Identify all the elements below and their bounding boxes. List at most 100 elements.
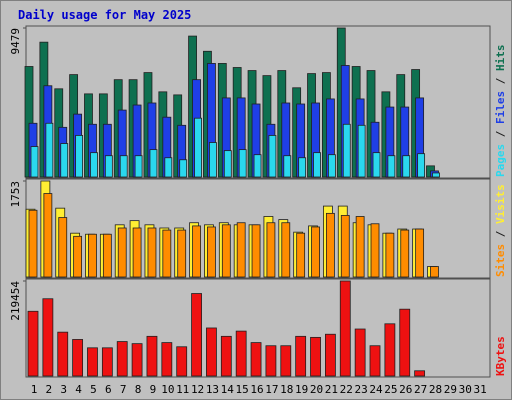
x-tick-label: 15 [236,383,249,396]
legend-entry: Visits [494,184,507,224]
x-tick-label: 29 [444,383,457,396]
bar [387,155,396,178]
bar [235,330,247,377]
x-tick-label: 30 [459,383,472,396]
x-tick-label: 16 [250,383,263,396]
bar [399,308,411,377]
bar [132,227,142,278]
bar [117,227,127,278]
bar [60,143,69,178]
bar [268,135,277,178]
x-tick-label: 4 [75,383,82,396]
bar [27,310,39,377]
x-tick-label: 1 [31,383,38,396]
bar [146,335,158,377]
bar [281,222,291,278]
bar [311,226,320,278]
bar [191,293,202,377]
bar [75,135,84,178]
bar [324,333,336,377]
bar [43,193,53,278]
x-tick-label: 10 [161,383,174,396]
bar [147,227,157,278]
x-tick-label: 27 [414,383,427,396]
bar [209,142,217,178]
bar [370,223,380,278]
bar [283,155,292,178]
legend-entry: Files [494,91,507,124]
x-tick-label: 31 [473,383,486,396]
bar [296,232,306,278]
bar [369,345,381,377]
bar [325,212,335,278]
x-tick-label: 18 [280,383,293,396]
bar [280,345,292,377]
chart-title: Daily usage for May 2025 [18,8,191,22]
bar [400,229,410,278]
bar [45,122,54,178]
legend-separator: / [494,124,507,144]
x-tick-label: 24 [369,383,383,396]
bar [104,155,113,178]
bar [192,225,201,278]
bar [179,159,188,178]
bar [57,331,69,377]
x-tick-label: 6 [105,383,112,396]
x-tick-label: 14 [221,383,235,396]
bar [221,224,231,278]
bar [298,157,307,178]
bar [149,149,158,178]
x-tick-label: 8 [135,383,142,396]
bar [206,327,217,377]
y-tick-label: 219454 [9,281,22,321]
x-tick-label: 5 [90,383,97,396]
bar [250,342,262,377]
bar [417,153,426,178]
x-tick-label: 19 [295,383,308,396]
bar [116,341,128,377]
x-tick-label: 12 [191,383,204,396]
bar [385,232,395,278]
bar [372,152,381,178]
bar [134,155,143,178]
legend-entry: Hits [494,45,507,72]
bar [223,150,232,178]
bar [220,335,232,377]
bar [176,346,188,377]
x-tick-label: 23 [355,383,368,396]
bar [313,152,321,178]
x-tick-label: 7 [120,383,127,396]
bar [357,124,366,178]
bar [432,172,440,178]
bar [28,209,38,278]
bar [266,222,276,278]
x-tick-label: 2 [46,383,53,396]
bar [90,152,98,178]
x-tick-label: 28 [429,383,442,396]
legend-entry: Sites [494,244,507,277]
bar [207,226,216,278]
x-tick-label: 9 [150,383,157,396]
bar [164,157,173,178]
bar [88,233,97,278]
bar [339,280,351,377]
bar [384,323,396,377]
bar [253,154,262,178]
bar [101,347,113,377]
x-tick-label: 20 [310,383,323,396]
bar [42,298,54,377]
bar [355,216,365,278]
legend: Pages / Files / Hits [494,45,507,178]
bar [310,336,321,377]
legend: KBytes [494,336,507,376]
bar [340,215,350,278]
x-tick-label: 11 [176,383,189,396]
bar [430,266,439,278]
x-tick-label: 3 [60,383,67,396]
bar [354,328,366,377]
bar [30,146,39,178]
bar [265,345,277,377]
legend-separator: / [494,71,507,91]
x-tick-label: 26 [399,383,412,396]
